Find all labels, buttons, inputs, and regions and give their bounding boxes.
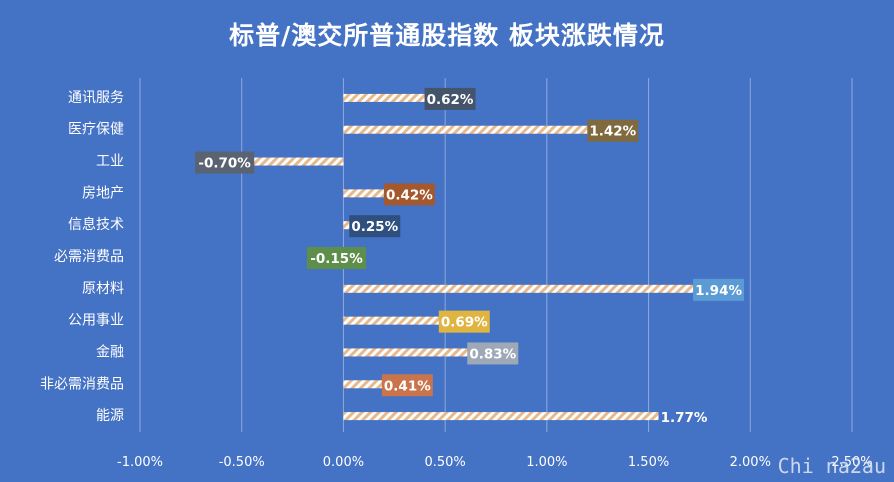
data-label-box (383, 183, 435, 206)
data-label: 0.42% (386, 187, 433, 203)
category-label: 房地产 (82, 185, 124, 201)
x-tick-label: 1.00% (526, 455, 567, 470)
data-label: -0.70% (198, 156, 251, 172)
x-tick-label: 2.50% (831, 455, 872, 470)
data-label-box (195, 151, 255, 174)
data-label: 0.41% (384, 378, 431, 394)
bar (343, 412, 704, 421)
data-label-box (306, 247, 367, 269)
category-label: 必需消费品 (54, 249, 124, 265)
bar (343, 348, 513, 357)
data-label-box (693, 278, 745, 301)
x-axis-tick-labels: -1.00% -0.50% 0.00% 0.50% 1.00% 1.50% 2.00% 2.5… (117, 455, 873, 470)
data-label-box (658, 406, 710, 429)
data-label: 0.62% (427, 92, 474, 108)
watermark: Chi na2au (777, 454, 886, 478)
x-tick-label: -1.00% (117, 455, 163, 470)
x-tick-label: 0.50% (424, 455, 465, 470)
bar (343, 125, 633, 134)
x-tick-label: 2.00% (730, 455, 771, 470)
chart-title: 标普/澳交所普通股指数 板块涨跌情况 (229, 21, 665, 50)
bar (201, 157, 344, 166)
data-label: 0.69% (441, 315, 488, 331)
data-label-box (587, 119, 639, 142)
category-label: 能源 (96, 408, 124, 424)
data-label: 1.94% (695, 283, 742, 299)
data-label: 0.83% (469, 346, 516, 362)
category-label: 非必需消费品 (40, 376, 124, 392)
category-label: 公用事业 (68, 313, 124, 329)
bar (343, 284, 739, 293)
data-label-box (467, 342, 519, 365)
data-label-box (438, 310, 490, 333)
data-label: 0.25% (351, 219, 398, 235)
data-label-box (349, 215, 401, 238)
category-label: 信息技术 (68, 216, 124, 233)
category-label: 医疗保健 (68, 122, 124, 138)
category-label: 工业 (96, 154, 124, 170)
category-label: 通讯服务 (68, 90, 124, 106)
x-tick-label: 1.50% (628, 455, 669, 470)
category-label: 原材料 (82, 281, 124, 297)
data-label: -0.15% (310, 251, 363, 267)
bar (343, 316, 484, 325)
bar (343, 93, 470, 102)
bars: 0.62% 1.42% -0.70% 0.42% 0.25% -0.15% 1.94% 0.6… (195, 87, 745, 429)
data-label: 1.77% (661, 410, 708, 426)
x-tick-label: -0.50% (219, 455, 265, 470)
data-label: 1.42% (589, 124, 636, 140)
x-tick-label: 0.00% (323, 455, 364, 470)
data-label-box (424, 87, 476, 110)
category-label: 金融 (96, 344, 124, 360)
data-label-box (381, 374, 433, 397)
